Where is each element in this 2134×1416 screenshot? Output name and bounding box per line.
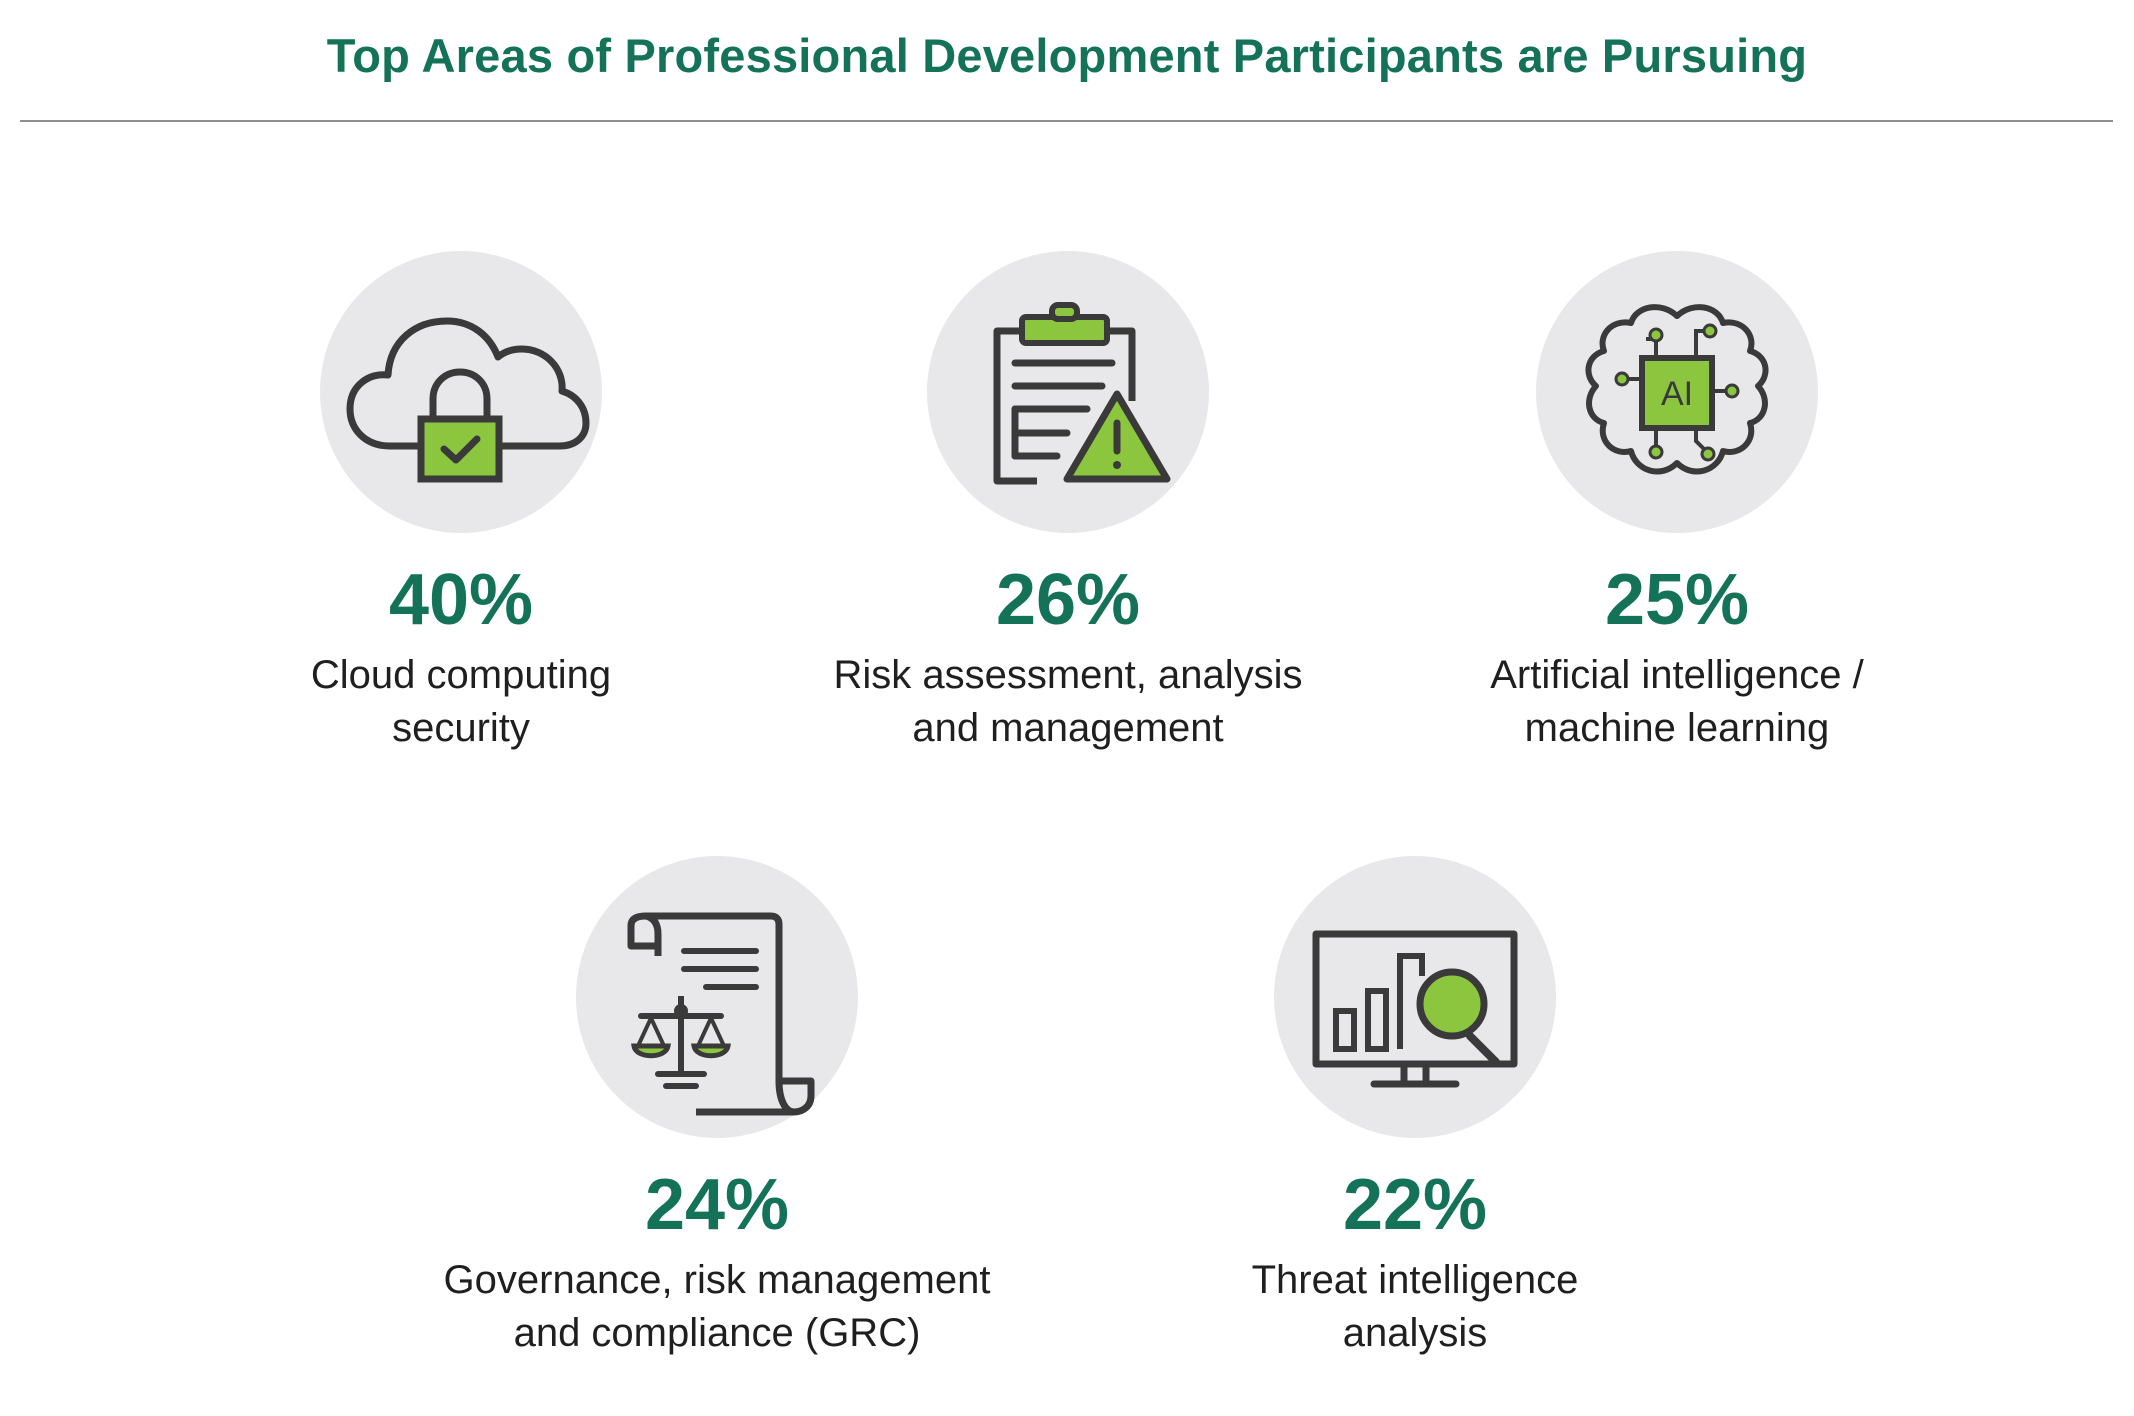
stat-ai-ml: AI 25% Artificial intelligence / machine…	[1367, 251, 1987, 755]
stat-label-line: Threat intelligence	[1251, 1258, 1579, 1302]
stat-label-line: and compliance (GRC)	[513, 1311, 921, 1355]
stat-percent: 24%	[644, 1165, 790, 1245]
stat-label-line: security	[392, 706, 530, 750]
stat-percent: 26%	[995, 560, 1141, 640]
stat-percent: 25%	[1604, 560, 1750, 640]
ai-chip-label: AI	[1661, 375, 1693, 413]
stat-percent: 40%	[388, 560, 534, 640]
stat-threat-intel: 22% Threat intelligence analysis	[1105, 856, 1725, 1360]
stat-label: Threat intelligence analysis	[1105, 1254, 1725, 1360]
stat-label-line: Artificial intelligence /	[1490, 653, 1864, 697]
stat-label: Governance, risk management and complian…	[407, 1254, 1027, 1360]
stat-label: Cloud computing security	[151, 649, 771, 755]
stat-label-line: machine learning	[1524, 706, 1830, 750]
clipboard-warning-icon	[927, 251, 1209, 533]
stat-label-line: Governance, risk management	[443, 1258, 991, 1302]
stat-grc: 24% Governance, risk management and comp…	[407, 856, 1027, 1360]
cloud-lock-icon	[320, 251, 602, 533]
page-title: Top Areas of Professional Development Pa…	[326, 29, 1808, 82]
title-divider	[20, 120, 2113, 122]
stat-cloud-security: 40% Cloud computing security	[151, 251, 771, 755]
stat-label-line: analysis	[1342, 1311, 1488, 1355]
stat-label-line: and management	[912, 706, 1224, 750]
stat-label-line: Risk assessment, analysis	[833, 653, 1303, 697]
stat-label-line: Cloud computing	[310, 653, 612, 697]
ai-brain-icon: AI	[1536, 251, 1818, 533]
stat-risk-assessment: 26% Risk assessment, analysis and manage…	[758, 251, 1378, 755]
stat-percent: 22%	[1342, 1165, 1488, 1245]
stat-label: Artificial intelligence / machine learni…	[1367, 649, 1987, 755]
stat-label: Risk assessment, analysis and management	[758, 649, 1378, 755]
monitor-magnifier-icon	[1274, 856, 1556, 1138]
scroll-scales-icon	[576, 856, 858, 1138]
